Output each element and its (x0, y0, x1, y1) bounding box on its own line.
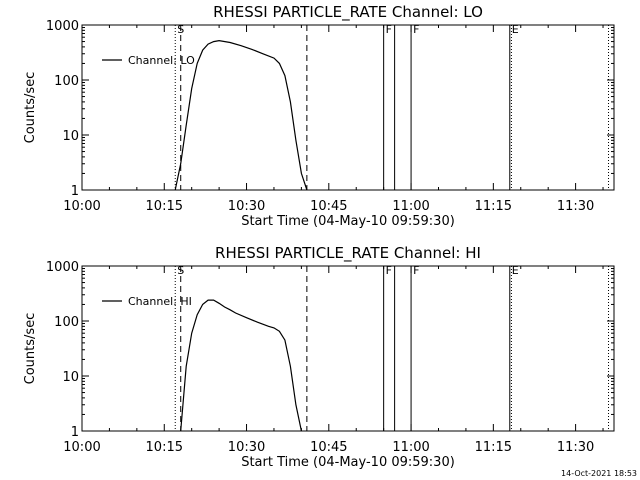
x-tick-label: 10:00 (63, 440, 100, 455)
footer-timestamp: 14-Oct-2021 18:53 (561, 469, 637, 478)
y-tick-label: 1000 (46, 19, 79, 34)
x-tick-label: 10:45 (310, 199, 347, 214)
x-tick-label: 10:30 (228, 199, 265, 214)
x-tick-label: 11:30 (557, 199, 594, 214)
x-tick-label: 11:15 (475, 440, 512, 455)
marker-label: E (512, 264, 519, 277)
x-axis-label: Start Time (04-May-10 09:59:30) (241, 214, 455, 229)
y-tick-label: 100 (54, 315, 79, 330)
x-tick-label: 10:00 (63, 199, 100, 214)
chart-title: RHESSI PARTICLE_RATE Channel: HI (215, 244, 481, 263)
x-tick-label: 10:15 (146, 440, 183, 455)
y-tick-label: 1 (71, 425, 79, 440)
y-tick-label: 100 (54, 74, 79, 89)
y-axis-label: Counts/sec (23, 313, 38, 385)
x-tick-label: 11:00 (392, 440, 429, 455)
y-axis-label: Counts/sec (23, 72, 38, 144)
y-tick-label: 10 (62, 129, 79, 144)
marker-label: F (413, 23, 419, 36)
series-line (180, 299, 302, 432)
panel-lo: RHESSI PARTICLE_RATE Channel: LO 1 10 100 10… (23, 3, 615, 229)
y-tick-label: 1 (71, 184, 79, 199)
x-tick-label: 10:15 (146, 199, 183, 214)
marker-label: E (512, 23, 519, 36)
legend-label: Channel: LO (128, 54, 195, 67)
legend-label: Channel: HI (128, 295, 192, 308)
plot-frame (81, 24, 615, 191)
marker-label: F (386, 264, 392, 277)
chart-title: RHESSI PARTICLE_RATE Channel: LO (213, 3, 483, 22)
y-tick-label: 10 (62, 370, 79, 385)
y-tick-label: 1000 (46, 260, 79, 275)
x-tick-label: 10:30 (228, 440, 265, 455)
panel-hi: RHESSI PARTICLE_RATE Channel: HI 1 10 100 10… (23, 244, 615, 470)
marker-label: F (386, 23, 392, 36)
x-axis-label: Start Time (04-May-10 09:59:30) (241, 455, 455, 470)
x-tick-label: 10:45 (310, 440, 347, 455)
x-tick-label: 11:00 (392, 199, 429, 214)
x-tick-label: 11:15 (475, 199, 512, 214)
plot-frame (81, 265, 615, 432)
marker-label: F (413, 264, 419, 277)
x-tick-label: 11:30 (557, 440, 594, 455)
series-line (174, 39, 308, 191)
